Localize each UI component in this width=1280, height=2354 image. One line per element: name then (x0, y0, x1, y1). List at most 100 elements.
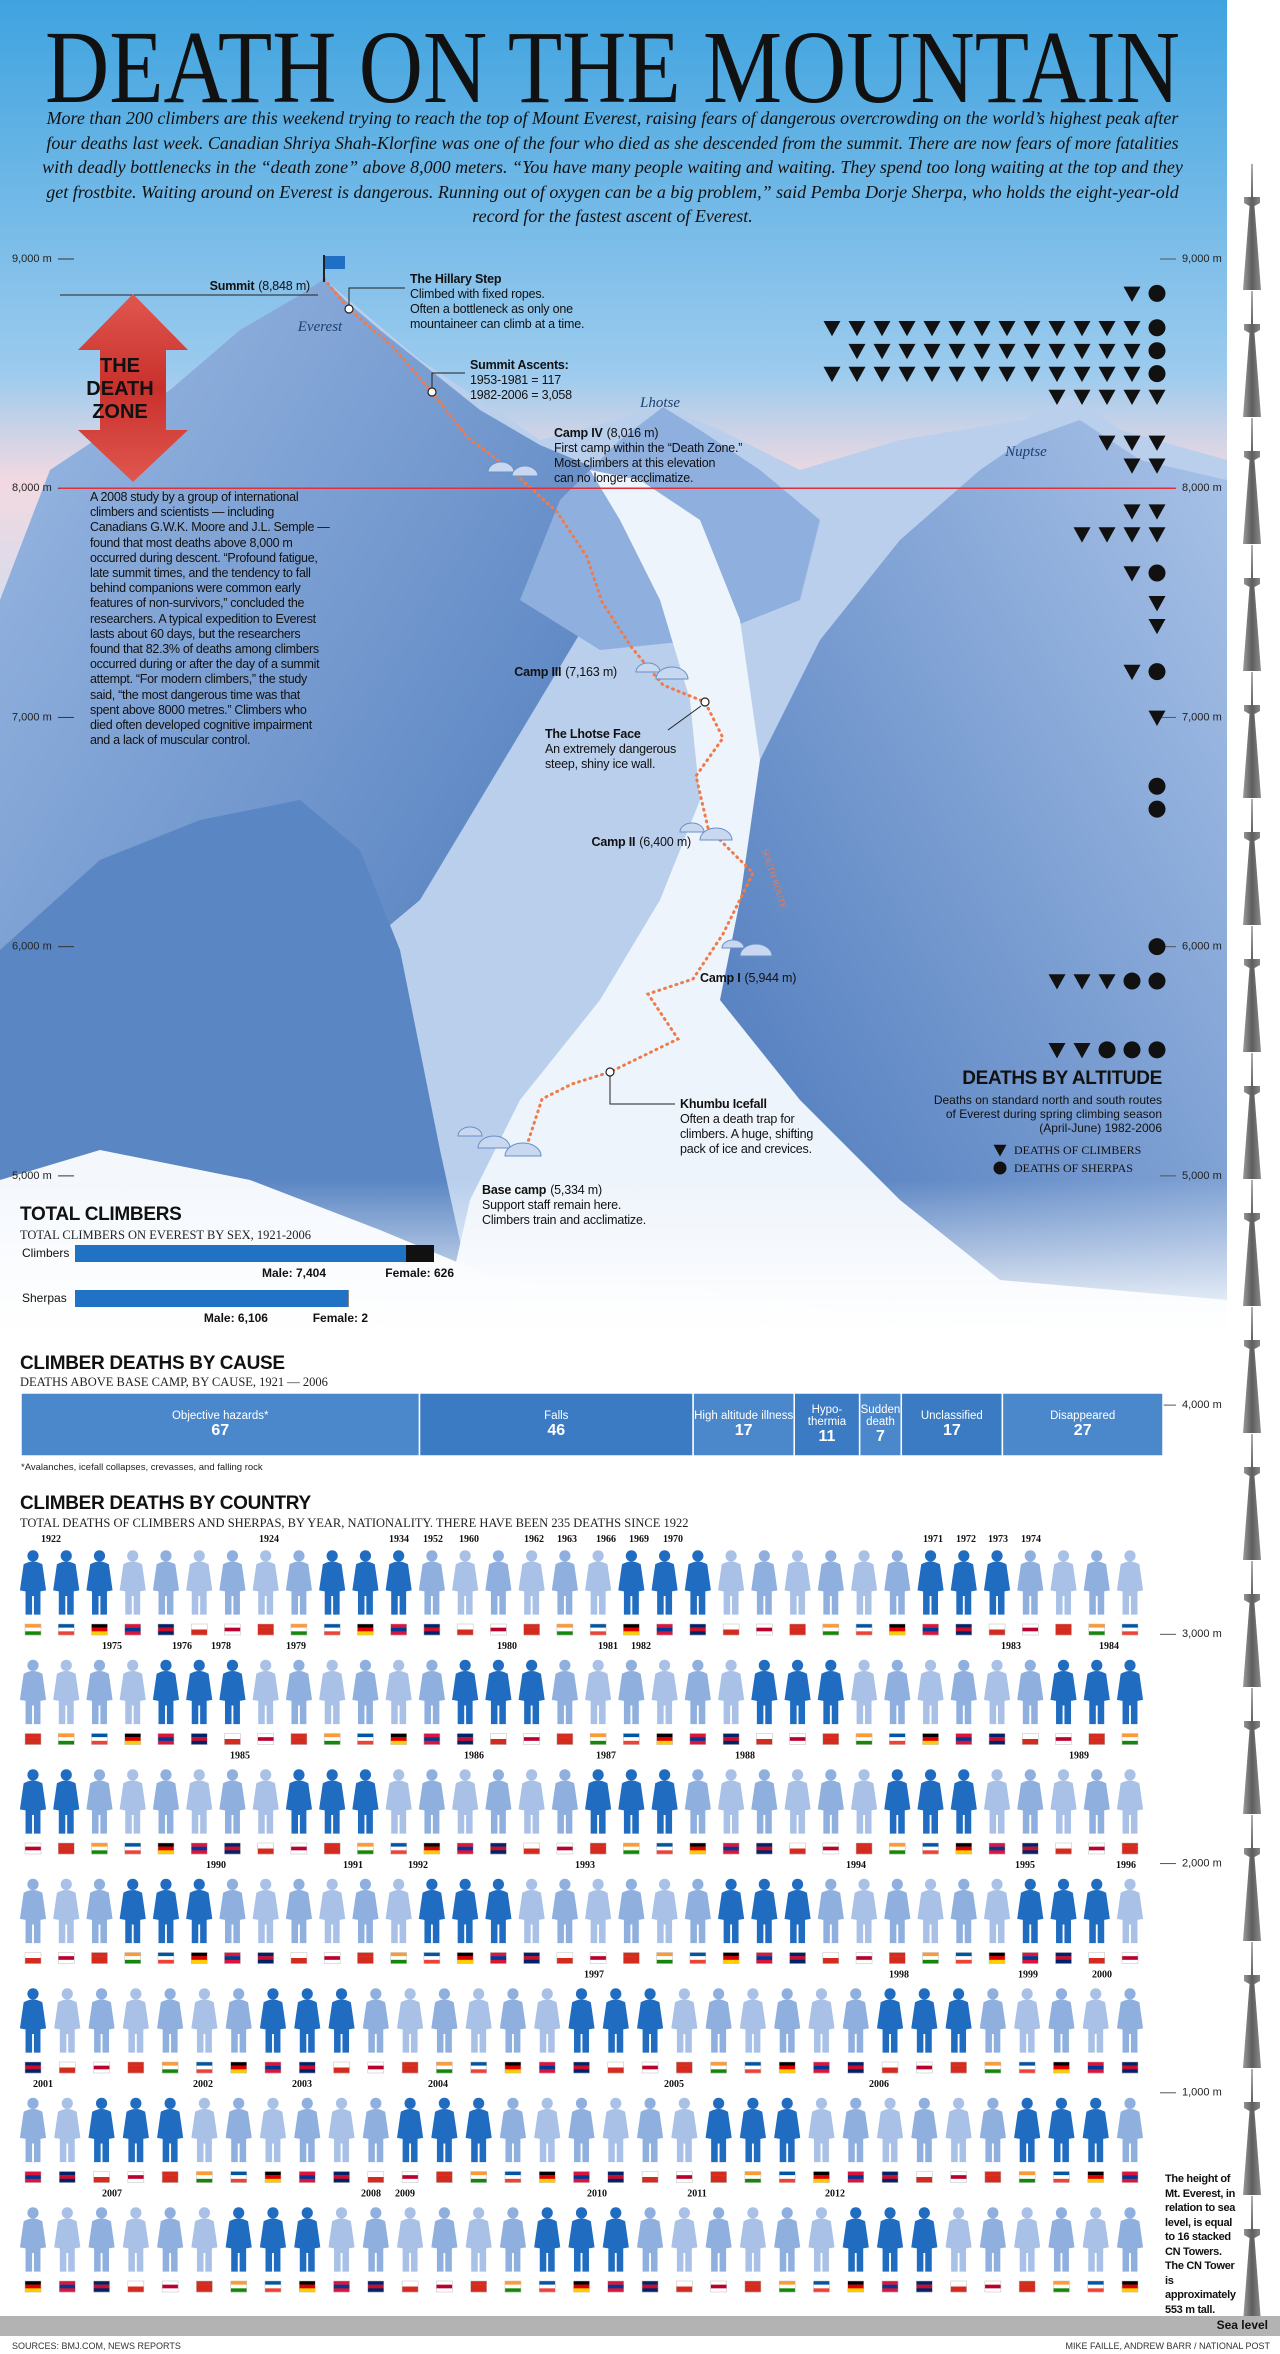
climber-figure (651, 1769, 678, 1834)
flag (25, 1627, 41, 1632)
flag (191, 1956, 208, 1961)
flag (813, 2178, 830, 2183)
flag (324, 1959, 341, 1964)
flag (856, 1627, 873, 1632)
flag (989, 1740, 1006, 1745)
flag (710, 2281, 727, 2285)
flag (744, 2175, 761, 2180)
annotation-heading: Camp III (7,163 m) (514, 665, 617, 679)
cn-tower-note: The height of Mt. Everest, in relation t… (1165, 2173, 1236, 2316)
climber-figure (884, 1878, 911, 1944)
y-tick-label: 4,000 m (1182, 1399, 1222, 1411)
flag (1122, 2065, 1138, 2070)
flag (402, 2171, 419, 2176)
death-zone-arrow (78, 294, 188, 482)
flag (889, 1737, 906, 1742)
flag (299, 2062, 316, 2066)
flag (573, 2281, 590, 2285)
annotation-line: can no longer acclimatize. (554, 471, 693, 485)
flag (25, 1733, 41, 1738)
flag (779, 2281, 796, 2285)
flag (523, 1959, 540, 1964)
flag (470, 2062, 487, 2066)
flag-border (889, 1623, 906, 1636)
flag-border (1121, 1623, 1139, 1636)
flag (590, 1627, 607, 1632)
flag-border (367, 2171, 385, 2183)
climber-figure (618, 1659, 645, 1725)
flag-border (722, 1733, 740, 1745)
flag (196, 2175, 213, 2180)
climber-figure (1017, 1878, 1044, 1944)
flag (984, 2288, 1001, 2293)
death-marker (848, 320, 866, 337)
flag (723, 1740, 740, 1745)
flag-border (589, 1623, 607, 1636)
flag (157, 1624, 174, 1628)
flag (889, 1846, 906, 1851)
flag-border (744, 2171, 762, 2183)
flag (230, 2069, 247, 2074)
flag (25, 1631, 41, 1636)
flag (950, 2286, 967, 2293)
climber-figure (1082, 2097, 1109, 2163)
flag-border (264, 2061, 282, 2074)
death-marker (973, 343, 991, 360)
flag (689, 1740, 706, 1745)
flag (607, 2062, 624, 2068)
flag (1088, 1624, 1105, 1628)
flag-border (855, 1952, 873, 1964)
flag (390, 1627, 407, 1632)
flag (789, 1733, 806, 1738)
flag (590, 1959, 607, 1964)
nuptse-wall (700, 420, 1227, 1333)
flag (124, 1733, 141, 1738)
flag (25, 2178, 41, 2183)
flag (25, 2288, 41, 2293)
flag (723, 1624, 740, 1630)
flag (1122, 1850, 1138, 1855)
flag (822, 1958, 839, 1964)
year-label: 2007 (102, 2189, 122, 2200)
year-label: 1973 (988, 1534, 1008, 1545)
flag-border (24, 1733, 42, 1745)
flag (607, 2178, 624, 2183)
climber-figure (285, 1769, 313, 1834)
flag (1019, 2175, 1036, 2180)
flag (25, 2284, 41, 2289)
flag (847, 2178, 864, 2183)
cn-tower (1243, 1434, 1261, 1560)
annotation-heading: Camp IV (8,016 m) (554, 426, 658, 440)
flag (813, 2284, 830, 2289)
flag (523, 1956, 540, 1961)
flag (556, 1740, 573, 1745)
death-marker (1123, 527, 1141, 543)
flag (191, 1959, 208, 1964)
flag (257, 1956, 274, 1961)
flag (357, 1624, 374, 1628)
flag-border (623, 1842, 640, 1855)
flag-border (490, 1623, 507, 1636)
flag (1087, 2175, 1104, 2180)
flag (676, 2065, 693, 2070)
flag-border (59, 2171, 76, 2183)
flag-border (1053, 2280, 1070, 2293)
flag (590, 1624, 607, 1628)
flag-border (230, 2171, 247, 2183)
flag-border (1088, 1842, 1106, 1855)
annotation-line: First camp within the “Death Zone.” (554, 441, 742, 455)
flag (196, 2062, 213, 2066)
climber-figure (157, 2207, 184, 2272)
climber-figure (119, 1769, 146, 1834)
flag (1055, 1959, 1072, 1964)
flag (157, 1959, 174, 1964)
flag (1122, 2062, 1138, 2066)
flag (523, 1740, 540, 1745)
cn-tower (1243, 418, 1261, 544)
flag (847, 2171, 864, 2176)
flag (1088, 1850, 1105, 1855)
flag (710, 2284, 727, 2289)
climber-figure (186, 1769, 213, 1834)
flag (955, 1850, 972, 1855)
flag (642, 2281, 659, 2285)
